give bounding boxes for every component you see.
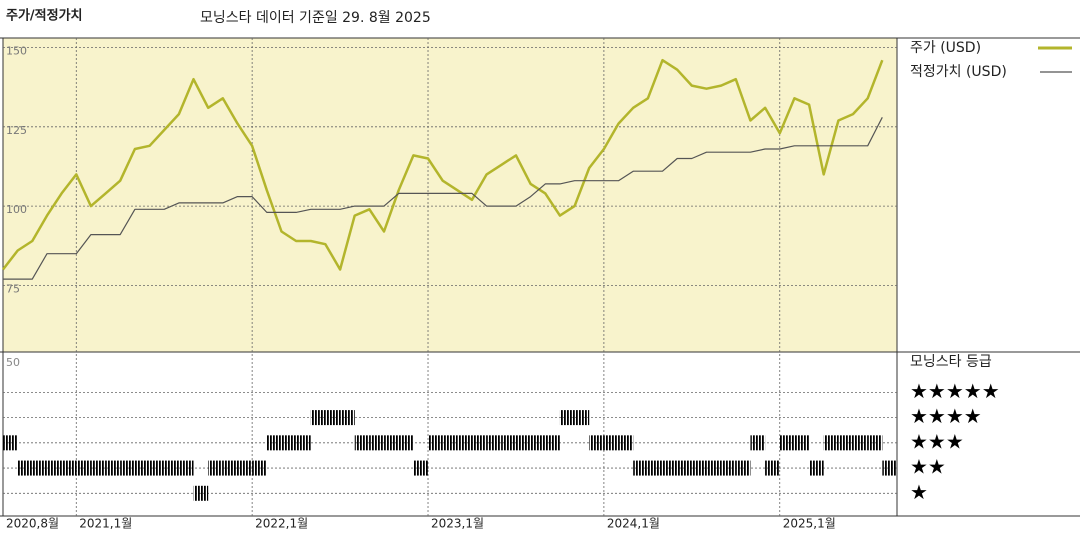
rating-bar: [765, 460, 780, 476]
rating-level-label: ★★: [910, 455, 946, 479]
rating-bar: [105, 460, 121, 476]
rating-bar: [61, 460, 77, 476]
rating-bar: [413, 460, 429, 476]
rating-level-label: ★★★: [910, 429, 964, 453]
x-tick-label: 2024,1월: [607, 517, 660, 531]
rating-bar: [809, 460, 824, 476]
rating-bar: [823, 435, 839, 451]
rating-bar: [310, 410, 326, 426]
rating-bar: [647, 460, 663, 476]
series-line: [2, 58, 884, 271]
rating-bar: [266, 435, 282, 451]
rating-bar: [3, 435, 18, 451]
rating-axis-label: 50: [6, 356, 20, 369]
rating-bar: [428, 435, 443, 451]
y-tick-label: 150: [6, 45, 27, 58]
rating-bar: [706, 460, 722, 476]
rating-bar: [208, 460, 223, 476]
y-tick-label: 75: [6, 282, 20, 295]
rating-bar: [867, 435, 883, 451]
rating-bar: [457, 435, 472, 451]
rating-bar: [794, 435, 810, 451]
rating-bar: [691, 460, 707, 476]
rating-bar: [325, 410, 341, 426]
rating-bar: [120, 460, 135, 476]
rating-bar: [296, 435, 311, 451]
rating-level-label: ★★★★★: [910, 379, 1000, 403]
rating-bar: [32, 460, 47, 476]
series-line: [3, 117, 883, 280]
rating-bar: [76, 460, 91, 476]
x-tick-label: 2022,1월: [255, 517, 308, 531]
rating-bar: [471, 435, 487, 451]
rating-bar: [574, 410, 590, 426]
rating-bar: [17, 460, 33, 476]
rating-bar: [252, 460, 267, 476]
rating-bar: [662, 460, 678, 476]
rating-bar: [633, 460, 648, 476]
rating-bar: [838, 435, 854, 451]
rating-level-label: ★: [910, 480, 928, 504]
rating-level-label: ★★★★: [910, 404, 982, 428]
rating-bar: [369, 435, 385, 451]
rating-bar: [603, 435, 619, 451]
rating-bar: [340, 410, 355, 426]
rating-bar: [545, 435, 560, 451]
rating-bar: [193, 485, 209, 501]
rating-bar: [178, 460, 194, 476]
rating-bar: [853, 435, 868, 451]
chart-title: 주가/적정가치: [6, 8, 83, 24]
rating-bar: [398, 435, 414, 451]
legend-label: 주가 (USD): [910, 40, 981, 56]
rating-bar: [618, 435, 634, 451]
rating-bar: [222, 460, 238, 476]
chart-subtitle: 모닝스타 데이터 기준일 29. 8월 2025: [200, 10, 431, 26]
rating-bar: [134, 460, 150, 476]
rating-bar: [384, 435, 399, 451]
rating-bar: [721, 460, 736, 476]
rating-bar: [515, 435, 531, 451]
plot-background: [3, 38, 897, 352]
rating-bar: [750, 435, 766, 451]
rating-bar: [164, 460, 179, 476]
y-tick-label: 100: [6, 203, 27, 216]
rating-bar: [779, 435, 795, 451]
rating-bar: [237, 460, 253, 476]
rating-title: 모닝스타 등급: [910, 354, 992, 370]
rating-bar: [882, 460, 897, 476]
x-tick-label: 2021,1월: [79, 517, 132, 531]
rating-bar: [442, 435, 458, 451]
rating-bar: [46, 460, 62, 476]
x-tick-label: 2020,8월: [6, 517, 59, 531]
rating-bar: [559, 410, 575, 426]
rating-bar: [735, 460, 751, 476]
rating-bar: [90, 460, 106, 476]
rating-bar: [354, 435, 370, 451]
rating-bar: [486, 435, 502, 451]
rating-bar: [281, 435, 297, 451]
rating-bar: [149, 460, 165, 476]
rating-bar: [589, 435, 604, 451]
rating-bar: [501, 435, 516, 451]
legend-label: 적정가치 (USD): [910, 64, 1007, 80]
y-tick-label: 125: [6, 124, 27, 137]
x-tick-label: 2023,1월: [431, 517, 484, 531]
rating-bar: [677, 460, 692, 476]
rating-bar: [530, 435, 546, 451]
x-tick-label: 2025,1월: [783, 517, 836, 531]
